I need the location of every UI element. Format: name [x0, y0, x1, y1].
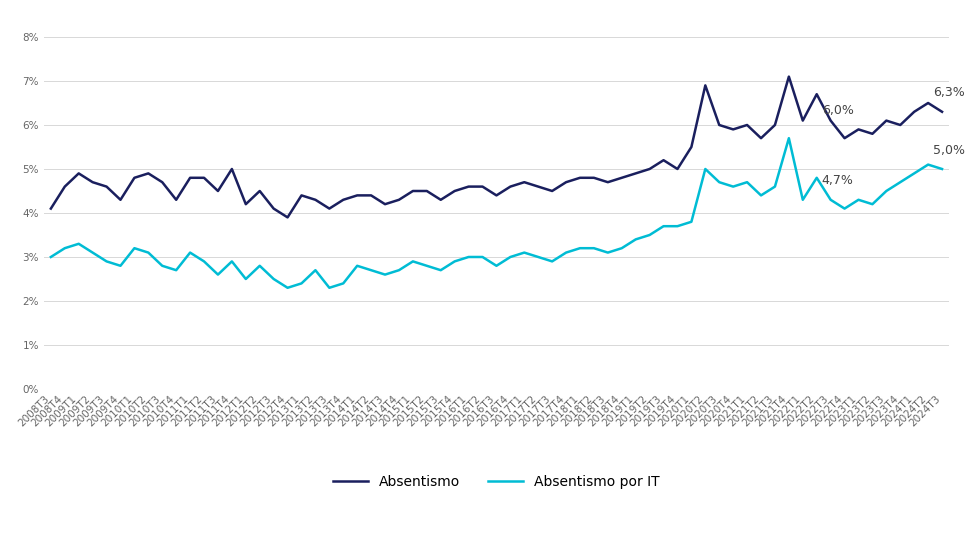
Absentismo	[518, 179, 530, 185]
Absentismo por IT	[281, 284, 293, 291]
Absentismo	[323, 205, 335, 212]
Text: 5,0%: 5,0%	[933, 144, 965, 157]
Text: 6,0%: 6,0%	[821, 104, 854, 117]
Absentismo por IT	[936, 166, 948, 172]
Absentismo	[839, 135, 851, 142]
Absentismo	[936, 109, 948, 115]
Line: Absentismo por IT: Absentismo por IT	[51, 138, 942, 288]
Line: Absentismo: Absentismo	[51, 77, 942, 217]
Absentismo por IT	[254, 263, 266, 269]
Absentismo	[45, 205, 57, 212]
Text: 4,7%: 4,7%	[821, 175, 854, 188]
Absentismo	[254, 188, 266, 194]
Legend: Absentismo, Absentismo por IT: Absentismo, Absentismo por IT	[327, 469, 665, 494]
Absentismo	[908, 109, 920, 115]
Absentismo	[281, 214, 293, 221]
Absentismo por IT	[783, 135, 795, 142]
Absentismo por IT	[908, 170, 920, 177]
Absentismo por IT	[435, 267, 447, 273]
Absentismo por IT	[45, 254, 57, 260]
Absentismo	[783, 73, 795, 80]
Absentismo por IT	[518, 249, 530, 256]
Absentismo por IT	[323, 284, 335, 291]
Text: 6,3%: 6,3%	[933, 86, 965, 100]
Absentismo	[435, 197, 447, 203]
Absentismo por IT	[839, 205, 851, 212]
